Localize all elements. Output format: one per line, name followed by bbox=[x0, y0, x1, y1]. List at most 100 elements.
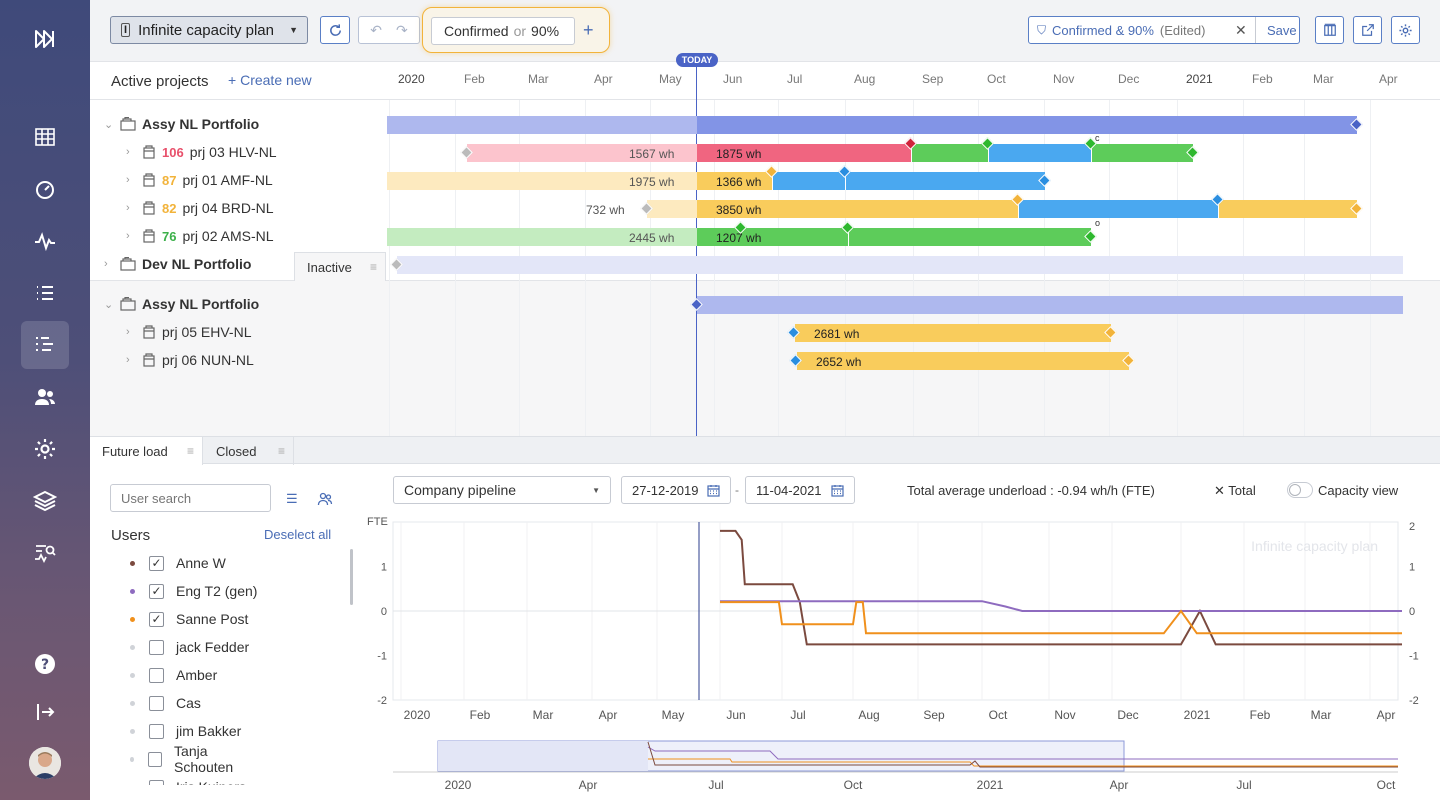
user-checkbox[interactable] bbox=[148, 751, 163, 767]
project-bar[interactable] bbox=[795, 324, 1111, 342]
scenario-select[interactable]: Confirmed or 90% bbox=[431, 17, 575, 45]
chevron-down-icon[interactable]: ⌄ bbox=[104, 298, 114, 311]
users-scrollbar[interactable] bbox=[350, 549, 353, 605]
user-row[interactable]: Tanja Schouten bbox=[130, 743, 260, 775]
chevron-right-icon[interactable]: › bbox=[104, 258, 108, 270]
columns-view-button[interactable] bbox=[1315, 16, 1344, 44]
project-bar-past[interactable] bbox=[387, 172, 697, 190]
user-checkbox[interactable] bbox=[149, 695, 164, 711]
chevron-right-icon[interactable]: › bbox=[126, 230, 130, 242]
inactive-project-row[interactable]: › prj 06 NUN-NL bbox=[126, 352, 254, 368]
menu-icon[interactable]: ≡ bbox=[369, 260, 377, 274]
total-toggle[interactable]: ✕ Total bbox=[1214, 483, 1256, 499]
portfolio-bar-past[interactable] bbox=[387, 116, 697, 134]
portfolio-row-dev[interactable]: › Dev NL Portfolio bbox=[104, 256, 251, 272]
redo-icon[interactable]: ↷ bbox=[396, 21, 408, 38]
user-row[interactable]: ✓ Anne W bbox=[130, 549, 226, 577]
capacity-view-toggle[interactable] bbox=[1287, 482, 1313, 498]
portfolio-bar[interactable] bbox=[397, 256, 1403, 274]
tab-closed[interactable]: Closed ≡ bbox=[204, 437, 294, 465]
project-row[interactable]: › 76 prj 02 AMS-NL bbox=[126, 228, 274, 244]
project-bar[interactable] bbox=[797, 352, 1129, 370]
phase-bar[interactable] bbox=[988, 144, 1091, 162]
refresh-button[interactable] bbox=[320, 16, 350, 44]
calendar-icon[interactable] bbox=[831, 484, 844, 497]
phase-bar[interactable] bbox=[1218, 200, 1357, 218]
project-row[interactable]: › 82 prj 04 BRD-NL bbox=[126, 200, 274, 216]
user-row[interactable]: Amber bbox=[130, 661, 217, 689]
calendar-icon[interactable] bbox=[707, 484, 720, 497]
project-bar[interactable] bbox=[697, 200, 1018, 218]
add-scenario-icon[interactable]: + bbox=[583, 20, 594, 40]
deselect-all-link[interactable]: Deselect all bbox=[264, 527, 332, 542]
dashboard-icon[interactable] bbox=[21, 165, 69, 213]
logout-icon[interactable] bbox=[21, 688, 69, 736]
user-checkbox[interactable] bbox=[149, 723, 164, 739]
portfolio-bar[interactable] bbox=[697, 296, 1403, 314]
phase-bar[interactable] bbox=[1018, 200, 1218, 218]
inactive-tab[interactable]: Inactive ≡ bbox=[294, 252, 386, 281]
project-bar-past[interactable] bbox=[467, 144, 697, 162]
view-settings-button[interactable] bbox=[1391, 16, 1420, 44]
phase-bar[interactable] bbox=[848, 228, 1091, 246]
project-bar-past[interactable] bbox=[647, 200, 697, 218]
chevron-right-icon[interactable]: › bbox=[126, 146, 130, 158]
portfolio-bar[interactable] bbox=[697, 116, 1357, 134]
chevron-right-icon[interactable]: › bbox=[126, 174, 130, 186]
layers-icon[interactable] bbox=[21, 477, 69, 525]
pulse-icon[interactable] bbox=[21, 217, 69, 265]
phase-bar[interactable] bbox=[772, 172, 845, 190]
sort-list-icon[interactable]: ☰ bbox=[286, 491, 298, 506]
list-icon[interactable] bbox=[21, 269, 69, 317]
settings-icon[interactable] bbox=[21, 425, 69, 473]
users-icon[interactable] bbox=[21, 373, 69, 421]
inactive-project-row[interactable]: › prj 05 EHV-NL bbox=[126, 324, 251, 340]
project-bar[interactable] bbox=[697, 228, 848, 246]
chevron-right-icon[interactable]: › bbox=[126, 202, 130, 214]
analytics-search-icon[interactable] bbox=[21, 529, 69, 577]
user-row[interactable]: Cas bbox=[130, 689, 201, 717]
menu-icon[interactable]: ≡ bbox=[186, 444, 194, 458]
user-search-input[interactable] bbox=[110, 484, 271, 512]
load-chart[interactable]: FTE 1 0 -1 -2 2 1 0 -1 -2 2020 Feb Mar Apr May Jun Jul Au… bbox=[360, 510, 1440, 800]
project-bar-past[interactable] bbox=[387, 228, 697, 246]
chevron-right-icon[interactable]: › bbox=[126, 354, 130, 366]
phase-bar[interactable] bbox=[845, 172, 1045, 190]
user-checkbox[interactable]: ✓ bbox=[149, 555, 164, 571]
project-bar[interactable] bbox=[697, 172, 772, 190]
chevron-down-icon[interactable]: ⌄ bbox=[104, 118, 114, 131]
inactive-portfolio-row[interactable]: ⌄ Assy NL Portfolio bbox=[104, 296, 259, 312]
date-to-input[interactable]: 11-04-2021 bbox=[745, 476, 855, 504]
phase-bar[interactable] bbox=[911, 144, 988, 162]
user-row[interactable]: jim Bakker bbox=[130, 717, 241, 745]
portfolio-row-assy[interactable]: ⌄ Assy NL Portfolio bbox=[104, 116, 259, 132]
user-checkbox[interactable] bbox=[149, 667, 164, 683]
user-checkbox[interactable]: ✓ bbox=[149, 583, 164, 599]
project-row[interactable]: › 106 prj 03 HLV-NL bbox=[126, 144, 277, 160]
project-row[interactable]: › 87 prj 01 AMF-NL bbox=[126, 172, 273, 188]
save-button[interactable]: Save bbox=[1267, 22, 1297, 38]
clear-filter-icon[interactable]: ✕ bbox=[1235, 21, 1247, 38]
user-checkbox[interactable] bbox=[149, 639, 164, 655]
date-from-input[interactable]: 27-12-2019 bbox=[621, 476, 731, 504]
tab-future-load[interactable]: Future load ≡ bbox=[90, 437, 203, 465]
user-groups-icon[interactable] bbox=[317, 491, 333, 507]
menu-icon[interactable]: ≡ bbox=[277, 444, 285, 458]
user-row[interactable]: Iris Kuipers bbox=[130, 773, 246, 785]
saved-filter-chip[interactable]: ⛉ Confirmed & 90% (Edited) ✕ Save bbox=[1028, 16, 1300, 44]
user-row[interactable]: jack Fedder bbox=[130, 633, 249, 661]
undo-icon[interactable]: ↶ bbox=[370, 21, 382, 38]
user-checkbox[interactable] bbox=[149, 779, 164, 785]
logo-icon[interactable] bbox=[21, 15, 69, 63]
gantt-icon[interactable] bbox=[21, 321, 69, 369]
user-row[interactable]: ✓ Sanne Post bbox=[130, 605, 248, 633]
chevron-right-icon[interactable]: › bbox=[126, 326, 130, 338]
help-icon[interactable]: ? bbox=[21, 640, 69, 688]
pipeline-select[interactable]: Company pipeline ▼ bbox=[393, 476, 611, 504]
create-new-link[interactable]: + Create new bbox=[228, 72, 312, 88]
user-row[interactable]: ✓ Eng T2 (gen) bbox=[130, 577, 257, 605]
plan-select[interactable]: I Infinite capacity plan ▼ bbox=[110, 16, 308, 44]
user-checkbox[interactable]: ✓ bbox=[149, 611, 164, 627]
avatar[interactable] bbox=[29, 747, 61, 779]
phase-bar[interactable] bbox=[1091, 144, 1193, 162]
